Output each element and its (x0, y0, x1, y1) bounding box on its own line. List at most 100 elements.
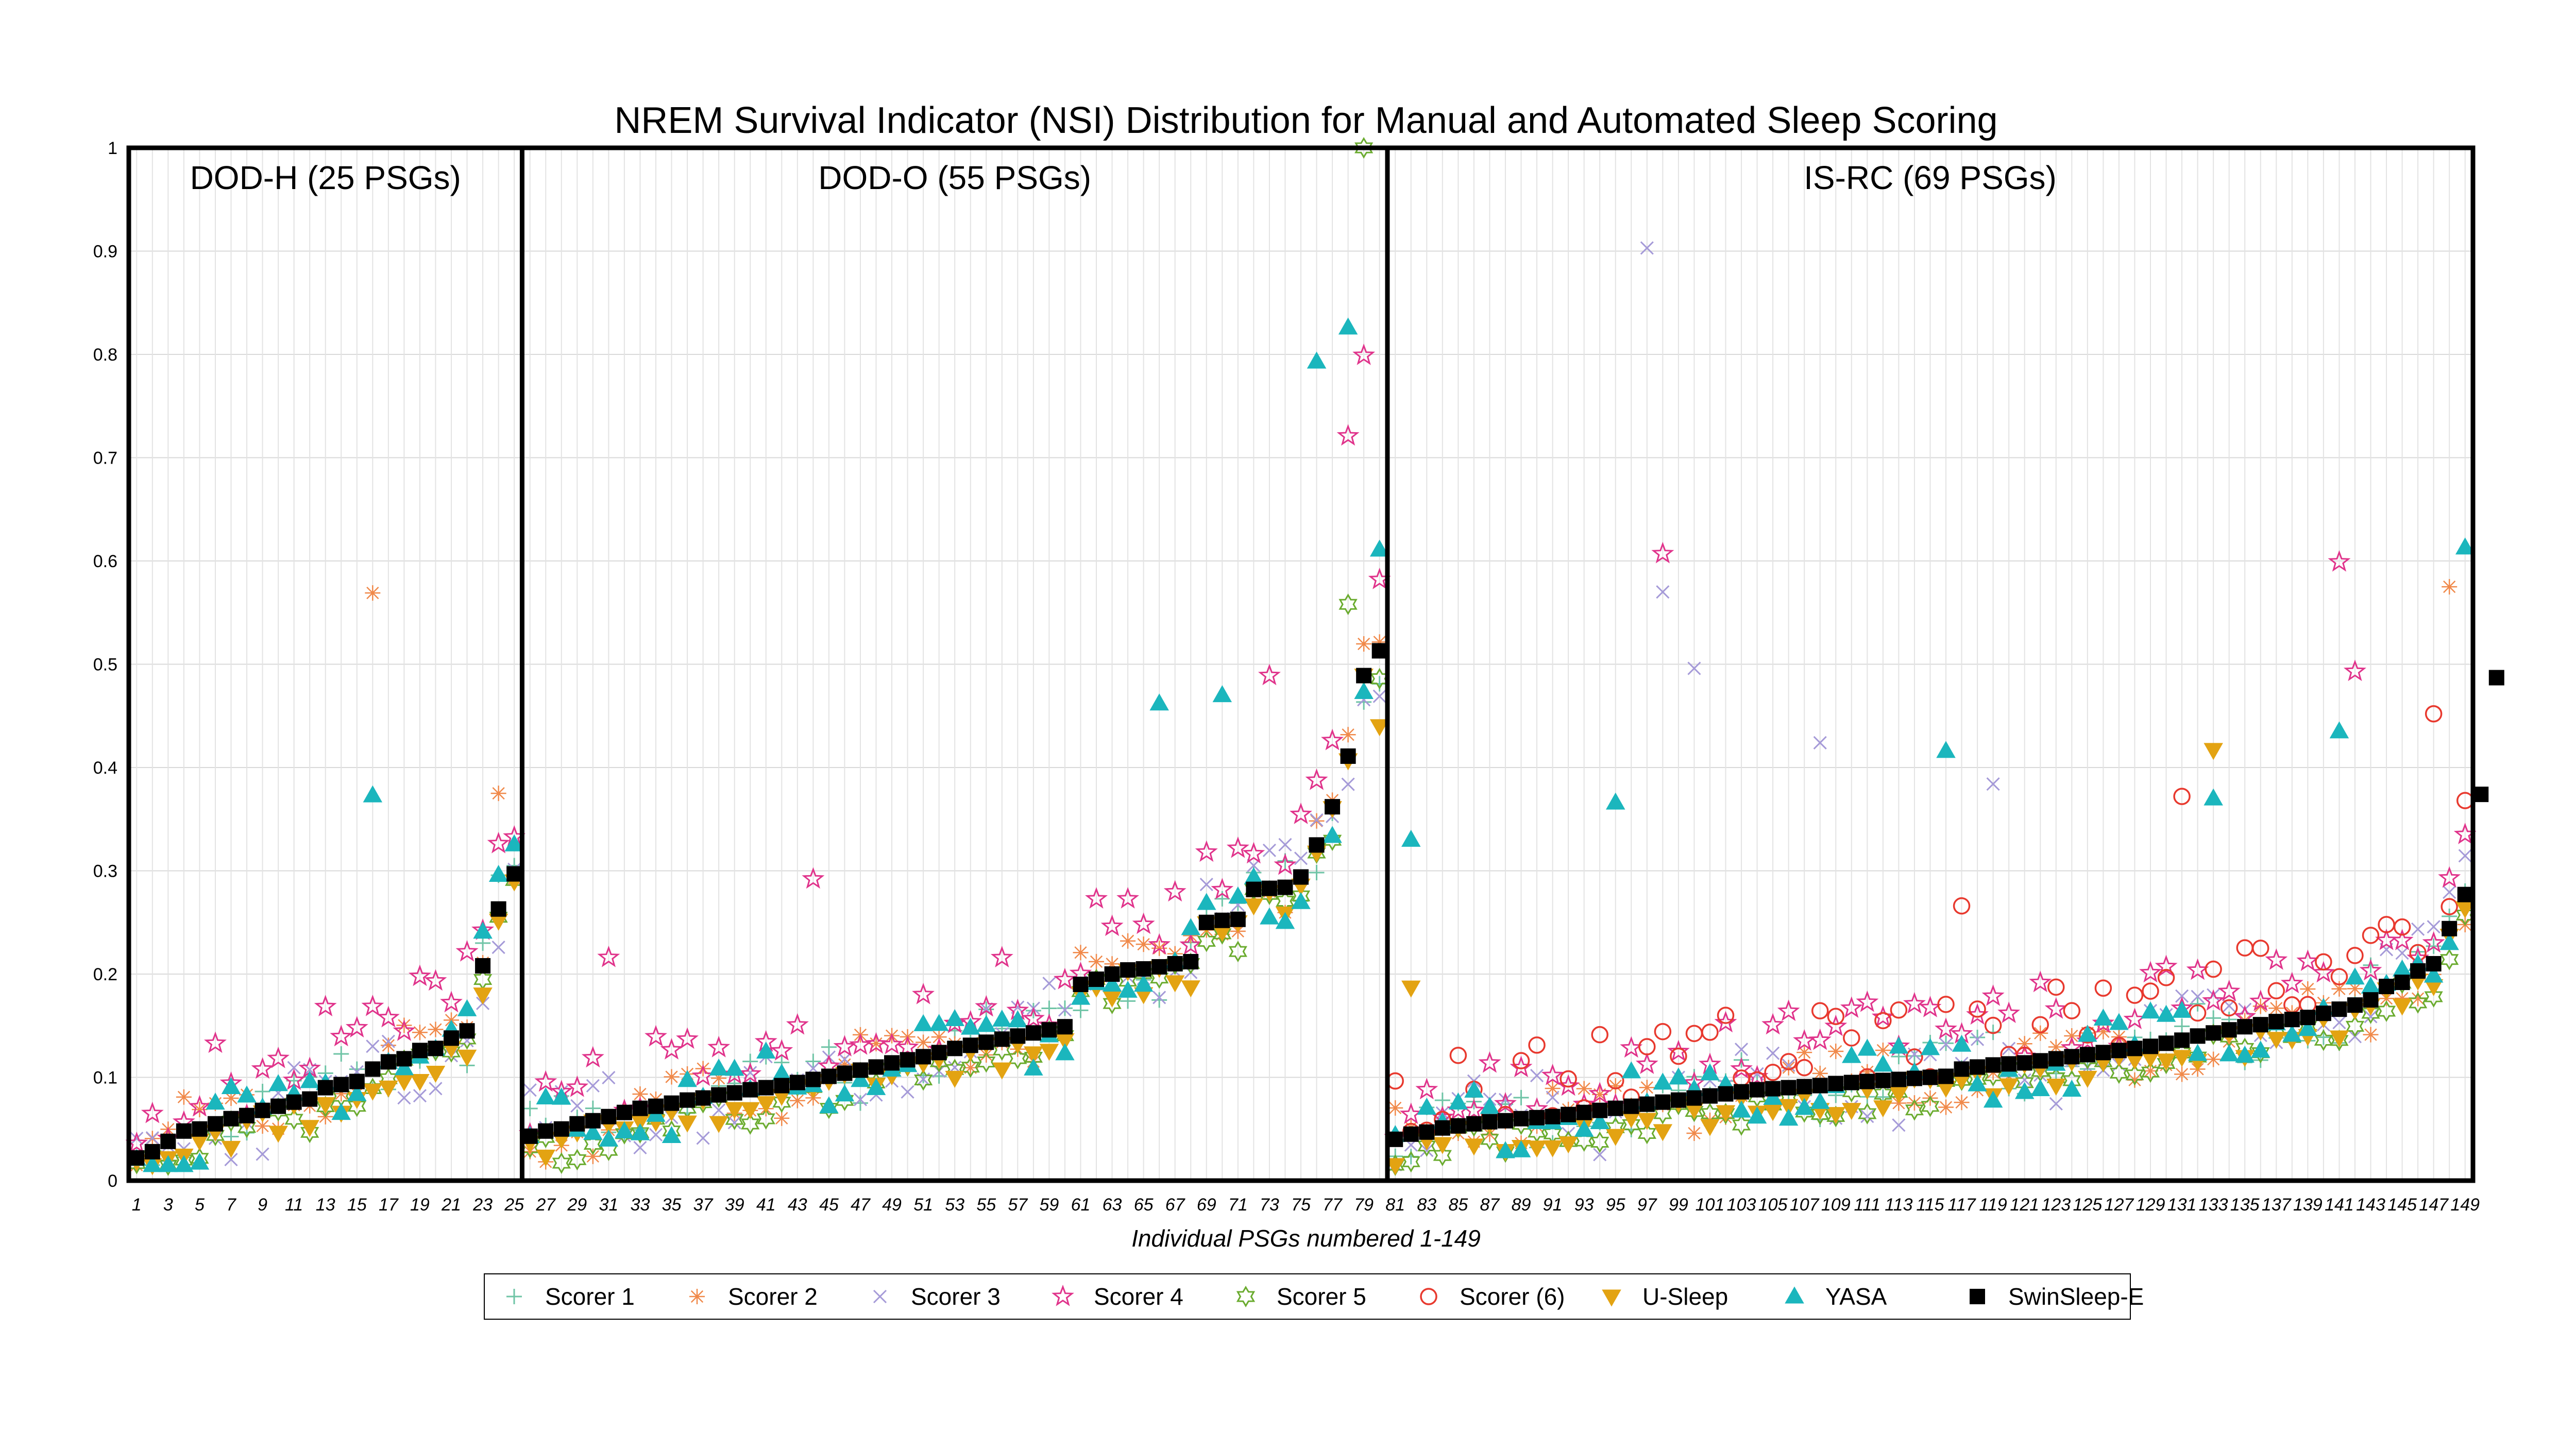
mark-circle (2031, 1016, 2049, 1034)
mark-triangle-up (1307, 351, 1327, 369)
mark-triangle-down (473, 987, 493, 1005)
mark-triangle-up (976, 1015, 996, 1032)
mark-star (1824, 1014, 1848, 1036)
mark-triangle-up (1464, 1080, 1484, 1098)
mark-square (1246, 881, 1262, 897)
mark-asterisk (585, 1148, 601, 1164)
mark-star (1321, 728, 1344, 751)
mark-circle (2330, 968, 2348, 985)
mark-square (2426, 956, 2442, 971)
mark-triangle-down (945, 1070, 964, 1088)
mark-hexagram (1401, 1151, 1420, 1173)
mark-triangle-up (2188, 1044, 2208, 1061)
mark-square (1954, 1061, 1970, 1077)
mark-star (377, 1005, 400, 1028)
mark-asterisk (2142, 1063, 2158, 1079)
mark-hexagram (2330, 1029, 2349, 1051)
mark-hexagram (2440, 948, 2459, 970)
x-tick-label: 11 (285, 1195, 303, 1215)
mark-hexagram (977, 1051, 996, 1073)
mark-star (2249, 990, 2272, 1012)
mark-asterisk (2064, 1028, 2080, 1044)
legend-item: Scorer 4 (1052, 1283, 1183, 1310)
legend-item: Scorer 1 (506, 1283, 635, 1310)
mark-cross (727, 1116, 741, 1130)
mark-star (880, 1032, 904, 1054)
mark-cross (2332, 1015, 2346, 1030)
mark-square (286, 1094, 302, 1110)
y-tick-label: 0.9 (93, 242, 117, 262)
mark-asterisk (490, 786, 506, 802)
x-tick-label: 71 (1228, 1195, 1248, 1215)
mark-triangle-down (2078, 1070, 2097, 1088)
mark-cross (224, 1152, 238, 1167)
mark-triangle-up (960, 1017, 980, 1035)
x-tick-label: 3 (163, 1195, 173, 1215)
mark-star (660, 1038, 683, 1060)
legend-label: Scorer 4 (1094, 1283, 1183, 1310)
mark-asterisk (2127, 1072, 2143, 1088)
mark-star (487, 831, 510, 854)
mark-circle (2252, 940, 2269, 957)
mark-triangle-up (1008, 1010, 1028, 1028)
mark-triangle-down (1778, 1099, 1799, 1116)
mark-triangle-up (1621, 1061, 1641, 1079)
mark-plus (1970, 1029, 1986, 1045)
mark-star (581, 1046, 604, 1068)
x-tick-label: 69 (1197, 1195, 1216, 1215)
mark-asterisk (2095, 1024, 2111, 1039)
mark-triangle-up (1778, 1109, 1799, 1126)
mark-hexagram (1433, 1145, 1452, 1167)
mark-cross (1813, 736, 1827, 749)
mark-triangle-up (1260, 907, 1279, 925)
x-tick-label: 35 (662, 1195, 682, 1215)
mark-hexagram (2345, 1015, 2365, 1037)
mark-triangle-down (2392, 998, 2412, 1016)
mark-plus (1434, 1093, 1450, 1109)
mark-triangle-up (552, 1087, 571, 1105)
mark-triangle-up (1102, 974, 1122, 992)
x-tick-label: 101 (1696, 1195, 1725, 1215)
x-tick-label: 123 (2041, 1195, 2071, 1215)
mark-square (475, 958, 491, 974)
mark-asterisk (774, 1110, 790, 1126)
mark-triangle-up (2282, 1025, 2302, 1042)
mark-star (1274, 853, 1297, 875)
mark-square (742, 1082, 758, 1098)
mark-circle (1591, 1026, 1608, 1044)
mark-hexagram (2125, 1064, 2144, 1086)
mark-square (553, 1121, 569, 1137)
mark-cross (1372, 689, 1386, 703)
mark-cross (1199, 878, 1213, 892)
mark-star (1242, 842, 1265, 864)
mark-square (1497, 1113, 1513, 1129)
mark-triangle-up (945, 1009, 964, 1027)
x-tick-label: 93 (1574, 1195, 1594, 1215)
mark-triangle-down (1889, 1086, 1909, 1103)
mark-asterisk (664, 1069, 680, 1085)
mark-star (2328, 550, 2351, 572)
mark-triangle-down (363, 1083, 383, 1101)
mark-triangle-down (1464, 1138, 1484, 1156)
x-tick-label: 127 (2105, 1195, 2134, 1215)
mark-star (1132, 912, 1155, 934)
mark-square (2252, 1017, 2268, 1033)
legend: Scorer 1 Scorer 2 Scorer 3 Scorer 4 Scorer 5… (484, 1273, 2144, 1320)
mark-triangle-down (2156, 1053, 2176, 1071)
mark-triangle-up (662, 1126, 682, 1144)
mark-triangle-up (2345, 967, 2365, 985)
mark-square (711, 1087, 727, 1103)
mark-triangle-up (1024, 1058, 1043, 1076)
x-tick-label: 27 (535, 1195, 556, 1215)
mark-square (1010, 1028, 1026, 1044)
mark-hexagram (1921, 1095, 1940, 1117)
x-tick-label: 21 (441, 1195, 461, 1215)
mark-triangle-up (819, 1096, 839, 1114)
x-tick-label: 25 (504, 1195, 524, 1215)
mark-square (1151, 959, 1167, 975)
mark-circle (2142, 982, 2159, 1000)
mark-square (632, 1100, 648, 1116)
mark-square (2379, 979, 2395, 995)
data-marks (125, 137, 2504, 1176)
